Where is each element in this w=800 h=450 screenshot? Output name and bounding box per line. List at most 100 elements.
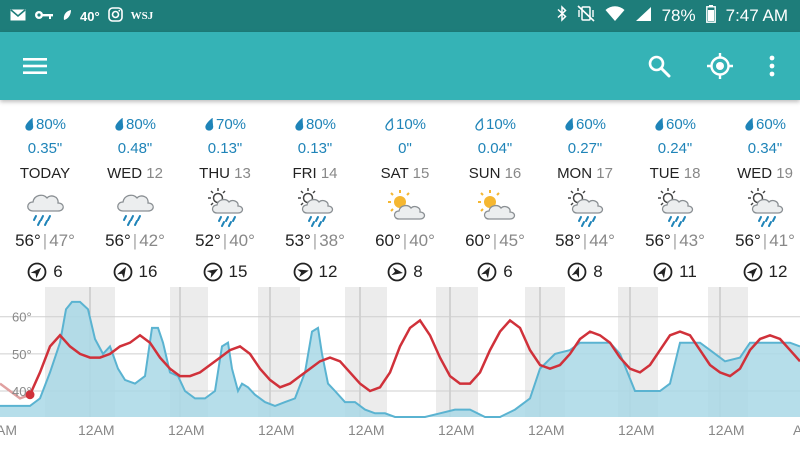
day-name: SAT (380, 165, 409, 182)
precip-amount: 0.34" (747, 140, 783, 157)
current-time-marker (25, 390, 35, 400)
search-icon (648, 55, 671, 78)
battery-icon (705, 4, 716, 28)
wind-direction-icon (387, 262, 407, 282)
raindrop-icon (655, 117, 664, 131)
battery-percent: 78% (661, 6, 696, 25)
precip-amount: 0.48" (117, 140, 153, 157)
wind-direction-icon (743, 262, 762, 282)
day-date: 17 (596, 165, 613, 182)
day-date: 12 (146, 165, 163, 182)
raindrop-icon (475, 117, 484, 131)
x-tick-label: 12AM (348, 422, 385, 438)
day-name: SUN (468, 165, 501, 182)
wind-speed: 8 (593, 262, 603, 281)
precip-chance-value: 80% (305, 115, 337, 133)
wifi-icon (605, 5, 625, 27)
menu-icon (23, 58, 47, 74)
low-temp: 43° (679, 231, 705, 250)
day-column[interactable]: 60% 0.27" MON 17 58° | 44° 8 (540, 108, 630, 283)
wind-speed: 11 (679, 262, 697, 281)
wind: 12 (720, 261, 800, 283)
bluetooth-icon (557, 5, 567, 27)
leaf-icon (62, 9, 72, 24)
my-location-icon (707, 53, 733, 79)
high-temp: 53° (285, 231, 311, 250)
day-column[interactable]: 80% 0.13" FRI 14 53° | 38° 12 (270, 108, 360, 283)
high-temp: 60° (465, 231, 491, 250)
temperature-line (28, 318, 800, 396)
day-label: SAT 15 (360, 165, 450, 185)
precip-amount: 0.24" (657, 140, 693, 157)
high-temp: 56° (15, 231, 41, 250)
day-column[interactable]: 80% 0.48" WED 12 56° | 42° 16 (90, 108, 180, 283)
temp-range: 52° | 40° (195, 231, 255, 250)
day-label: WED 12 (90, 165, 180, 185)
precip-chance: 70% (180, 114, 270, 134)
precip-chance: 80% (90, 114, 180, 134)
y-tick-label: 60° (12, 310, 32, 325)
wind-direction-icon (653, 262, 673, 282)
wind-direction-icon (113, 262, 132, 282)
raindrop-icon (295, 117, 304, 131)
wind-direction-icon (477, 262, 497, 282)
precip-chance-value: 80% (125, 115, 157, 133)
more-vert-icon (769, 55, 775, 77)
wind-speed: 15 (228, 262, 248, 281)
precip-chance: 60% (540, 114, 630, 134)
wind: 8 (360, 261, 450, 283)
day-label: FRI 14 (270, 165, 360, 185)
x-tick-label: 12AM (708, 422, 745, 438)
partly-sunny-icon (360, 187, 450, 227)
daily-forecast-strip: 80% 0.35" TODAY 56° | 47° 6 80% 0.48" WED 12 56° |… (0, 108, 800, 286)
day-label: SUN 16 (450, 165, 540, 185)
wind: 6 (0, 261, 90, 283)
day-name: WED (737, 165, 773, 182)
menu-button[interactable] (15, 46, 55, 86)
night-band (345, 287, 387, 417)
wind-direction-icon (203, 262, 222, 282)
more-options-button[interactable] (752, 46, 792, 86)
past-temperature-line (0, 382, 31, 400)
raindrop-icon (205, 117, 214, 131)
x-tick-label: 12AM (168, 422, 205, 438)
wind: 15 (180, 261, 270, 283)
day-column[interactable]: 10% 0.04" SUN 16 60° | 45° 6 (450, 108, 540, 283)
day-column[interactable]: 60% 0.34" WED 19 56° | 41° 12 (720, 108, 800, 283)
mail-icon (10, 8, 26, 24)
sun-cloud-rain-icon (180, 187, 270, 227)
temp-range: 53° | 38° (285, 231, 345, 250)
sun-cloud-rain-icon (720, 187, 800, 227)
my-location-button[interactable] (700, 46, 740, 86)
x-tick-label: 12AM (258, 422, 295, 438)
wind-direction-icon (293, 262, 312, 282)
low-temp: 41° (769, 231, 795, 250)
low-temp: 45° (499, 231, 525, 250)
rain-icon (0, 187, 90, 227)
precip-amount: 0.13" (297, 140, 333, 157)
x-tick-label: AM (793, 422, 800, 438)
high-temp: 58° (555, 231, 581, 250)
temp-range: 60° | 45° (465, 231, 525, 250)
day-column[interactable]: 70% 0.13" THU 13 52° | 40° 15 (180, 108, 270, 283)
wsj-logo: WSJ (130, 10, 154, 22)
day-date: 14 (320, 165, 338, 182)
day-column[interactable]: 60% 0.24" TUE 18 56° | 43° 11 (630, 108, 720, 283)
precip-chance-value: 60% (575, 115, 607, 133)
raindrop-icon (25, 117, 34, 131)
day-column[interactable]: 10% 0" SAT 15 60° | 40° 8 (360, 108, 450, 283)
search-button[interactable] (639, 46, 679, 86)
low-temp: 42° (139, 231, 165, 250)
status-bar: 40° WSJ 78% 7:47 AM (0, 0, 800, 32)
y-tick-label: 50° (12, 347, 32, 362)
precip-area (0, 301, 800, 417)
x-tick-label: AM (0, 422, 17, 438)
day-column[interactable]: 80% 0.35" TODAY 56° | 47° 6 (0, 108, 90, 283)
precip-line (0, 300, 800, 418)
wind-speed: 16 (138, 262, 158, 281)
high-temp: 56° (105, 231, 131, 250)
day-date: 15 (412, 165, 430, 182)
day-label: WED 19 (720, 165, 800, 185)
app-bar (0, 32, 800, 100)
raindrop-icon (115, 117, 124, 131)
